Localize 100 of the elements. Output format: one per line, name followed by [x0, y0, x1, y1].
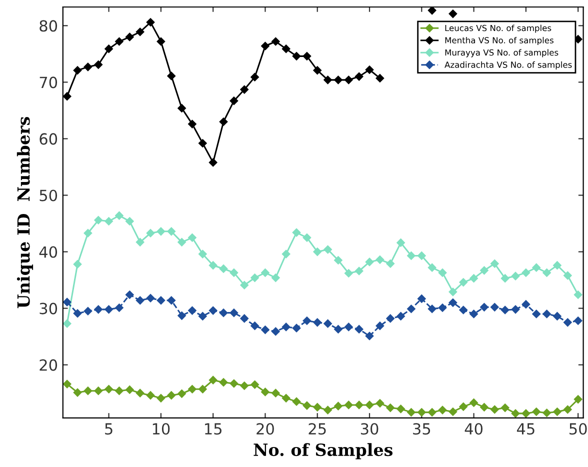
point: [104, 305, 113, 314]
point: [94, 305, 103, 314]
point: [250, 380, 259, 389]
point: [272, 37, 280, 46]
point: [365, 258, 374, 266]
point: [574, 395, 582, 404]
point: [261, 388, 270, 396]
point: [115, 37, 124, 46]
point: [532, 263, 540, 272]
point: [62, 319, 72, 328]
x-tick-label: 45: [516, 423, 534, 435]
point: [156, 296, 166, 305]
point: [292, 52, 301, 60]
point: [94, 386, 103, 395]
x-tick-label: 20: [256, 423, 274, 435]
point: [302, 234, 312, 242]
point: [84, 62, 92, 72]
point: [167, 227, 176, 236]
point: [167, 296, 176, 305]
point: [198, 312, 207, 320]
point: [84, 386, 92, 395]
point: [261, 42, 270, 50]
point: [126, 386, 134, 394]
point: [376, 74, 384, 82]
point: [73, 309, 82, 318]
point: [62, 380, 72, 388]
point: [334, 402, 342, 410]
point: [94, 60, 103, 69]
point: [62, 92, 72, 100]
point: [490, 405, 499, 414]
point: [344, 322, 353, 332]
point: [396, 404, 405, 414]
point: [208, 376, 218, 384]
point: [407, 408, 416, 416]
point: [334, 256, 342, 264]
point: [292, 324, 301, 332]
point: [156, 227, 166, 236]
point: [459, 306, 468, 314]
point: [198, 385, 207, 394]
point: [564, 271, 572, 280]
point: [386, 404, 394, 412]
point: [282, 322, 290, 332]
point: [146, 391, 155, 400]
point: [500, 306, 510, 314]
point: [500, 404, 510, 412]
y-tick-label: 80: [40, 20, 58, 32]
point: [84, 228, 92, 238]
y-axis-title: Unique ID Numbers: [16, 116, 34, 308]
y-tick-label: 70: [40, 76, 58, 88]
legend-label: Murayya VS No. of samples: [445, 49, 558, 58]
point: [480, 266, 488, 275]
point: [448, 10, 458, 18]
x-tick-label: 15: [205, 423, 222, 435]
point: [365, 400, 374, 410]
point: [490, 303, 499, 312]
point: [542, 310, 551, 318]
point: [490, 260, 499, 268]
point: [126, 290, 134, 299]
point: [198, 139, 207, 148]
point: [73, 66, 82, 74]
point: [178, 312, 186, 320]
point: [480, 303, 488, 312]
point: [324, 406, 332, 414]
point: [438, 304, 447, 312]
y-tick-label: 40: [39, 246, 58, 258]
point: [354, 266, 364, 276]
point: [272, 388, 280, 398]
point: [240, 382, 249, 390]
point: [511, 409, 520, 418]
x-tick-label: 5: [105, 423, 112, 435]
point: [240, 314, 249, 323]
point: [115, 211, 124, 220]
point: [282, 394, 290, 402]
legend-label: Mentha VS No. of samples: [445, 36, 554, 46]
point: [522, 268, 530, 277]
point: [470, 398, 478, 407]
point: [208, 306, 218, 315]
x-tick-label: 40: [464, 423, 483, 435]
point: [188, 120, 196, 128]
point: [94, 216, 103, 224]
point: [136, 388, 144, 398]
point: [313, 248, 322, 256]
point: [354, 72, 364, 81]
point: [84, 306, 92, 316]
point: [334, 325, 342, 334]
point: [104, 44, 113, 53]
point: [553, 261, 562, 270]
point: [553, 408, 562, 416]
point: [292, 397, 301, 406]
point: [448, 408, 458, 416]
point: [261, 326, 270, 334]
point: [250, 274, 259, 282]
point: [188, 385, 196, 394]
point: [62, 298, 72, 306]
point: [188, 234, 196, 242]
point: [313, 318, 322, 327]
point: [240, 85, 249, 94]
point: [282, 250, 290, 258]
point: [428, 7, 436, 15]
point: [448, 298, 458, 307]
